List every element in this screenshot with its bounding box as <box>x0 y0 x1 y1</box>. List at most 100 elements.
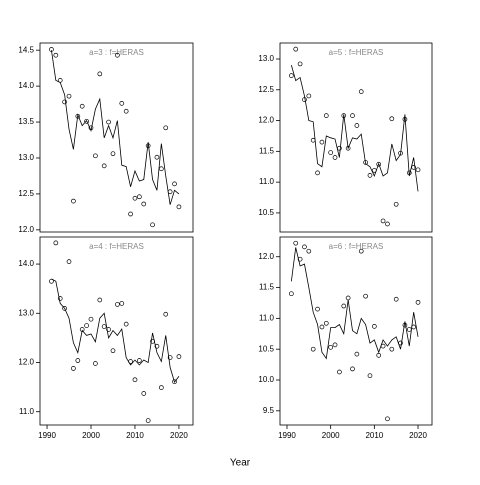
y-tick-label: 12.5 <box>18 189 34 198</box>
data-point <box>358 89 364 94</box>
data-point <box>315 306 320 312</box>
y-tick-label: 14.0 <box>18 81 34 90</box>
data-point <box>415 299 421 305</box>
data-point <box>172 379 177 385</box>
y-tick-label: 11.0 <box>259 313 275 322</box>
y-tick-label: 14.0 <box>18 259 34 268</box>
data-point <box>332 155 338 160</box>
data-point <box>158 385 164 390</box>
y-tick-label: 11.5 <box>259 283 275 292</box>
data-point <box>371 324 377 329</box>
data-point <box>306 93 312 99</box>
data-point <box>306 248 312 254</box>
fitted-line <box>290 247 419 360</box>
data-point <box>341 303 347 309</box>
y-tick-label: 10.5 <box>258 344 274 353</box>
panel-strip: a=6 : f=HERAS <box>329 242 384 251</box>
data-point <box>49 278 54 284</box>
data-point <box>145 418 151 423</box>
data-point <box>363 293 368 299</box>
y-tick-label: 11.0 <box>259 177 275 186</box>
data-point <box>380 218 386 224</box>
x-tick-label: 2010 <box>126 431 144 440</box>
y-tick-label: 10.0 <box>258 375 274 384</box>
data-point <box>97 297 103 303</box>
data-point <box>132 377 138 383</box>
data-point <box>350 366 355 372</box>
data-point <box>354 351 360 357</box>
data-point <box>123 321 129 327</box>
data-point <box>367 173 373 178</box>
x-axis-label: Year <box>230 458 251 469</box>
data-point <box>93 153 98 159</box>
data-point <box>110 348 116 354</box>
data-point <box>154 154 160 160</box>
data-point <box>367 373 373 379</box>
x-tick-label: 1990 <box>38 431 56 440</box>
data-point <box>297 61 303 67</box>
data-point <box>62 99 67 105</box>
data-point <box>62 306 67 311</box>
data-point <box>176 354 182 359</box>
data-point <box>106 327 111 332</box>
data-point <box>141 201 147 207</box>
data-point <box>154 343 160 349</box>
panel-strip: a=5 : f=HERAS <box>329 48 384 57</box>
data-point <box>137 194 142 200</box>
data-point <box>389 346 395 352</box>
x-tick-label: 2000 <box>322 431 340 440</box>
data-point <box>71 198 76 204</box>
data-point <box>319 324 325 330</box>
data-point <box>293 240 299 246</box>
data-point <box>315 170 320 176</box>
data-point <box>123 108 129 114</box>
data-point <box>163 311 169 317</box>
x-tick-label: 2020 <box>170 431 188 440</box>
data-point <box>363 160 368 165</box>
data-point <box>167 355 173 360</box>
data-point <box>385 416 390 422</box>
data-point <box>84 118 89 124</box>
data-point <box>393 201 399 207</box>
data-point <box>53 52 59 58</box>
data-point <box>137 358 142 363</box>
data-point <box>172 181 177 187</box>
fitted-line <box>51 50 180 205</box>
x-tick-label: 2020 <box>409 431 427 440</box>
data-point <box>319 139 325 145</box>
data-point <box>57 296 63 301</box>
data-point <box>88 316 94 322</box>
y-tick-label: 11.5 <box>259 146 275 155</box>
panel-frame <box>279 236 433 426</box>
data-point <box>141 391 147 396</box>
y-tick-label: 13.5 <box>18 117 34 126</box>
y-tick-label: 12.0 <box>258 116 274 125</box>
data-point <box>115 52 120 58</box>
data-point <box>93 361 98 366</box>
y-tick-label: 13.0 <box>18 153 34 162</box>
data-point <box>75 358 81 363</box>
x-tick-label: 1990 <box>278 431 296 440</box>
data-point <box>332 342 338 348</box>
x-tick-label: 2010 <box>365 431 383 440</box>
x-tick-label: 2000 <box>82 431 100 440</box>
fitted-line <box>290 65 419 192</box>
data-point <box>393 296 399 302</box>
y-tick-label: 9.5 <box>263 406 275 415</box>
panel-frame <box>39 236 194 426</box>
data-point <box>53 240 59 246</box>
data-point <box>323 320 329 326</box>
fitted-line <box>51 278 180 384</box>
data-point <box>163 125 169 131</box>
data-point <box>101 163 107 169</box>
data-point <box>328 150 334 155</box>
y-tick-label: 12.0 <box>18 358 34 367</box>
panel-frame <box>279 42 433 233</box>
y-tick-label: 12.5 <box>258 85 274 94</box>
panel-strip: a=4 : f=HERAS <box>89 242 144 251</box>
data-point <box>176 204 182 210</box>
data-point <box>150 222 155 228</box>
data-point <box>119 301 125 306</box>
